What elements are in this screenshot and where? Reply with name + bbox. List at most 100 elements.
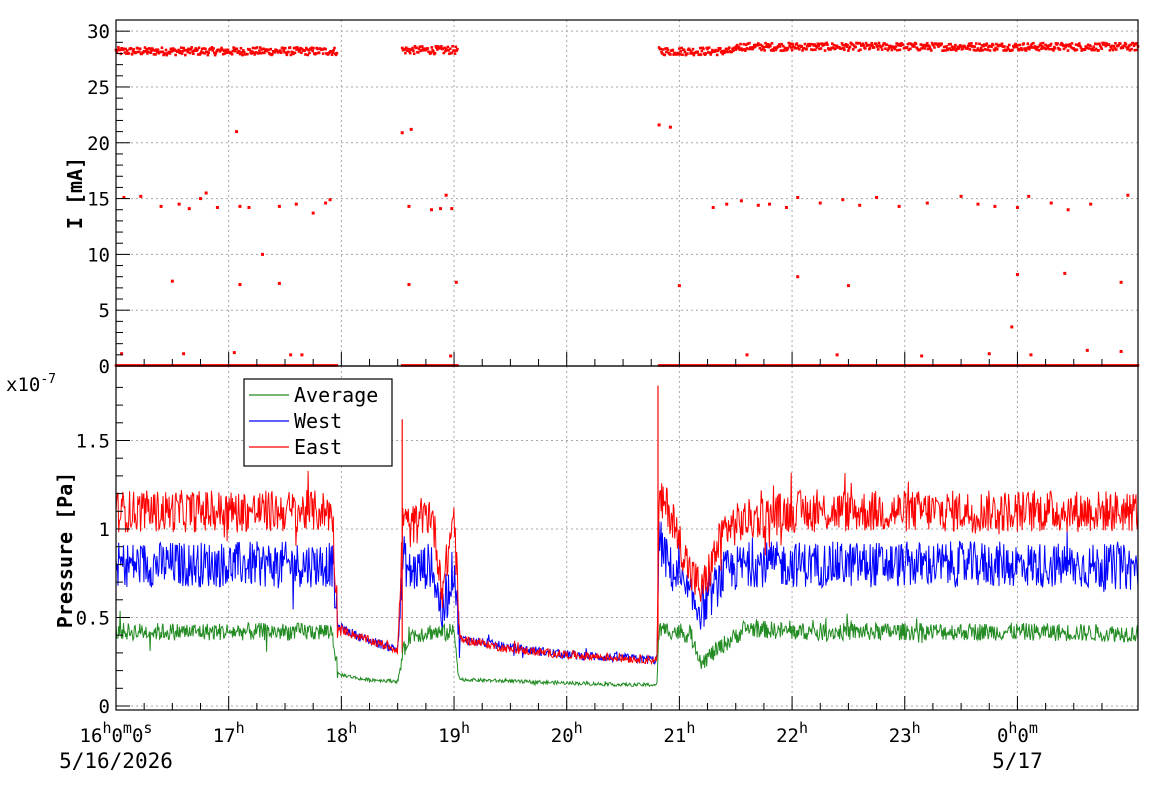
current-point xyxy=(1053,47,1057,50)
current-point xyxy=(153,49,156,52)
current-point xyxy=(196,53,200,56)
current-point xyxy=(441,47,445,51)
current-point xyxy=(149,51,152,55)
current-point xyxy=(744,49,747,52)
current-point xyxy=(152,52,156,56)
current-point xyxy=(1135,48,1139,52)
current-point xyxy=(292,52,295,56)
current-point xyxy=(282,49,285,52)
current-point xyxy=(937,42,941,46)
xtick-label: 0h0m xyxy=(997,719,1038,747)
current-point xyxy=(292,46,296,50)
current-point xyxy=(741,48,745,51)
pressure-plot-frame xyxy=(115,365,1139,711)
current-outlier-point xyxy=(993,204,997,208)
current-point xyxy=(766,43,770,46)
current-point xyxy=(283,46,287,50)
current-point xyxy=(1069,46,1073,49)
current-point xyxy=(886,48,890,52)
current-point xyxy=(160,46,164,50)
current-point xyxy=(127,52,131,55)
current-point xyxy=(287,50,290,54)
current-point xyxy=(943,45,947,49)
current-point xyxy=(807,42,811,46)
current-point xyxy=(1016,44,1019,47)
current-point xyxy=(764,41,767,45)
current-point xyxy=(190,46,194,49)
current-point xyxy=(813,43,816,46)
current-outlier-point xyxy=(925,201,929,205)
current-outlier-point xyxy=(846,284,850,288)
current-point xyxy=(979,46,983,50)
current-point xyxy=(1065,44,1069,47)
current-point xyxy=(1041,41,1045,45)
current-point xyxy=(122,48,126,51)
current-outlier-point xyxy=(430,208,434,212)
current-ytick-label: 15 xyxy=(87,189,110,211)
current-point xyxy=(251,46,255,50)
current-point xyxy=(906,42,910,46)
current-point xyxy=(896,48,899,52)
current-point xyxy=(421,47,425,51)
current-point xyxy=(953,46,956,49)
current-point xyxy=(254,46,257,50)
current-outlier-point xyxy=(232,351,236,355)
current-point xyxy=(925,44,928,48)
current-point xyxy=(136,47,140,50)
current-point xyxy=(408,50,411,53)
current-point xyxy=(690,50,693,53)
current-point xyxy=(1108,48,1112,52)
current-point xyxy=(868,46,872,50)
current-point xyxy=(257,51,260,55)
current-point xyxy=(972,48,976,52)
current-point xyxy=(118,48,122,52)
current-point xyxy=(219,48,223,52)
current-point xyxy=(332,48,335,52)
current-point xyxy=(727,46,731,49)
current-point xyxy=(973,45,976,48)
current-point xyxy=(316,47,319,51)
current-point xyxy=(125,49,129,52)
current-point xyxy=(797,44,800,48)
current-point xyxy=(284,51,288,55)
current-point xyxy=(905,46,909,49)
current-point xyxy=(830,42,834,45)
current-point xyxy=(810,48,813,51)
current-point xyxy=(832,43,836,47)
current-point xyxy=(944,49,948,52)
current-point xyxy=(183,49,186,52)
current-point xyxy=(1044,47,1048,51)
current-point xyxy=(1094,42,1097,46)
current-outlier-point xyxy=(238,283,242,287)
current-point xyxy=(857,49,861,52)
current-outlier-point xyxy=(311,211,315,215)
current-point xyxy=(1007,43,1011,47)
current-point xyxy=(690,52,694,55)
current-point xyxy=(798,47,801,51)
current-point xyxy=(1006,45,1009,49)
current-ytick-label: 20 xyxy=(87,133,110,155)
current-point xyxy=(252,51,256,55)
current-point xyxy=(956,45,960,49)
current-point xyxy=(258,49,261,52)
current-point xyxy=(329,49,333,53)
current-point xyxy=(1099,46,1103,49)
current-point xyxy=(428,50,431,54)
current-outlier-point xyxy=(784,206,788,210)
current-point xyxy=(720,50,724,53)
current-point xyxy=(444,47,448,51)
current-point xyxy=(847,46,851,50)
current-point xyxy=(1119,42,1122,46)
current-point xyxy=(1059,43,1063,46)
current-point xyxy=(740,47,743,50)
current-point xyxy=(200,50,203,53)
current-point xyxy=(238,50,241,53)
current-point xyxy=(1001,45,1005,48)
current-point xyxy=(821,44,824,47)
current-point xyxy=(1073,49,1077,52)
current-point xyxy=(1117,43,1120,47)
current-point xyxy=(958,45,961,49)
legend-label-average: Average xyxy=(294,383,378,407)
current-outlier-point xyxy=(987,352,991,356)
